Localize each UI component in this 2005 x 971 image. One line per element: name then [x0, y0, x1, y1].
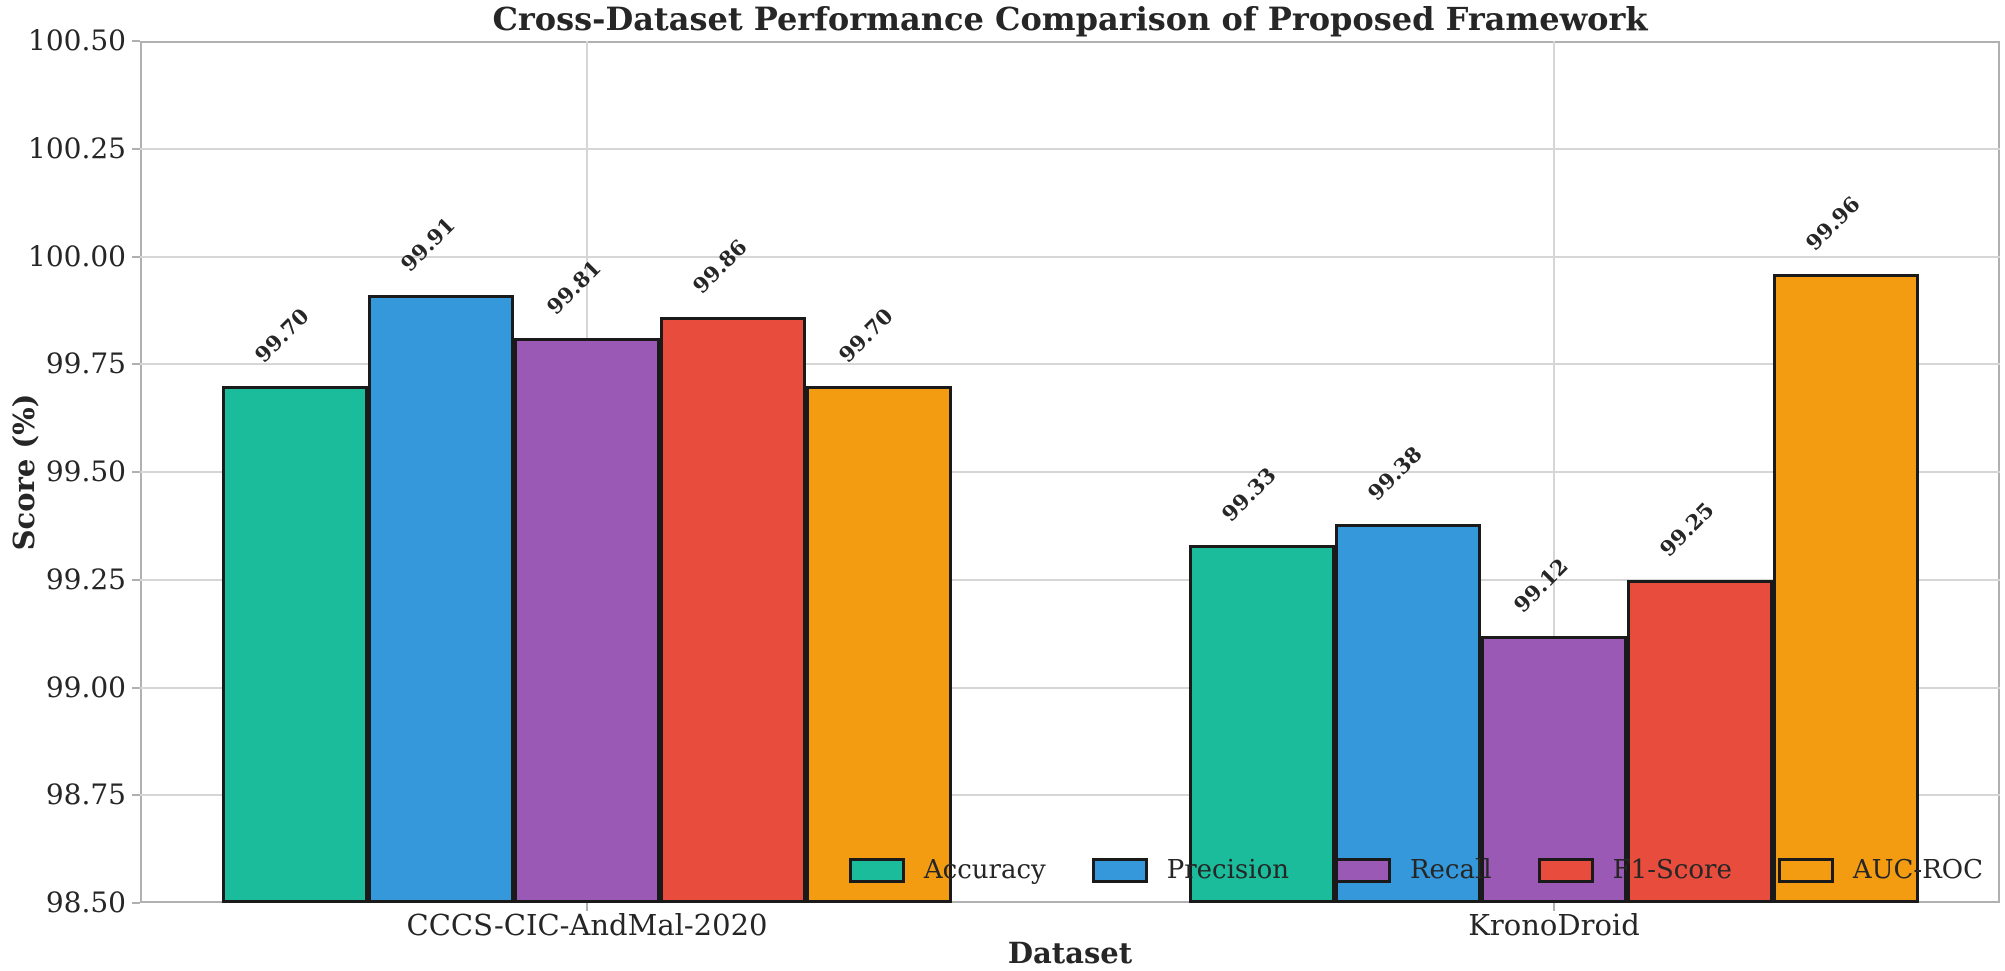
x-axis-label: Dataset	[1007, 936, 1133, 970]
bar-f1-score-1	[660, 316, 806, 903]
plot-area	[140, 41, 2000, 903]
legend-label: Recall	[1409, 855, 1492, 885]
y-gridline	[140, 686, 2000, 689]
y-tick-label: 100.00	[28, 239, 126, 273]
y-tick-mark	[132, 255, 140, 258]
legend-swatch-auc-roc	[1777, 857, 1834, 883]
y-tick-label: 99.50	[45, 455, 126, 488]
y-tick-mark	[132, 471, 140, 473]
y-tick-mark	[132, 686, 140, 689]
y-tick-label: 100.25	[28, 131, 126, 165]
legend-swatch-precision	[1091, 857, 1148, 883]
chart-title: Cross-Dataset Performance Comparison of …	[492, 0, 1648, 38]
legend-label: Precision	[1166, 855, 1289, 885]
legend: Accuracy Precision Recall F1-Score AUC-ROC	[848, 852, 1983, 888]
y-tick-label: 99.00	[45, 670, 126, 704]
y-tick-label: 99.75	[45, 347, 126, 381]
x-tick-label: CCCS-CIC-AndMal-2020	[406, 908, 768, 942]
bar-accuracy-2	[1189, 545, 1335, 903]
legend-swatch-f1-score	[1537, 857, 1594, 883]
bar-accuracy-1	[222, 385, 368, 903]
y-gridline	[140, 578, 2000, 581]
y-gridline	[140, 471, 2000, 473]
x-tick-label: KronoDroid	[1468, 908, 1640, 942]
y-tick-mark	[132, 40, 140, 42]
y-tick-mark	[132, 363, 140, 366]
y-gridline	[140, 147, 2000, 150]
y-tick-mark	[132, 794, 140, 797]
bar-f1-score-2	[1627, 579, 1773, 903]
legend-item-recall: Recall	[1334, 855, 1492, 885]
y-tick-label: 100.50	[28, 24, 126, 57]
y-tick-label: 99.25	[45, 562, 126, 596]
legend-label: AUC-ROC	[1852, 855, 1983, 885]
legend-swatch-recall	[1334, 857, 1391, 883]
y-gridline	[140, 794, 2000, 797]
y-tick-label: 98.50	[45, 886, 126, 919]
x-gridline	[1553, 41, 1555, 903]
bar-auc-roc-2	[1773, 273, 1919, 903]
legend-swatch-accuracy	[848, 857, 905, 883]
legend-item-precision: Precision	[1091, 855, 1289, 885]
y-tick-mark	[132, 147, 140, 150]
legend-label: Accuracy	[923, 855, 1046, 885]
legend-item-accuracy: Accuracy	[848, 855, 1046, 885]
bar-precision-1	[368, 295, 514, 903]
bar-auc-roc-1	[806, 385, 952, 903]
y-tick-label: 98.75	[45, 778, 126, 812]
y-gridline	[140, 363, 2000, 366]
legend-item-auc-roc: AUC-ROC	[1777, 855, 1983, 885]
y-tick-mark	[132, 578, 140, 581]
legend-label: F1-Score	[1612, 855, 1732, 885]
legend-item-f1-score: F1-Score	[1537, 855, 1732, 885]
y-gridline	[140, 255, 2000, 258]
bar-precision-2	[1335, 523, 1481, 903]
y-tick-mark	[132, 902, 140, 904]
bar-recall-1	[514, 338, 660, 903]
x-tick-mark	[586, 903, 588, 911]
x-tick-mark	[1553, 903, 1555, 911]
